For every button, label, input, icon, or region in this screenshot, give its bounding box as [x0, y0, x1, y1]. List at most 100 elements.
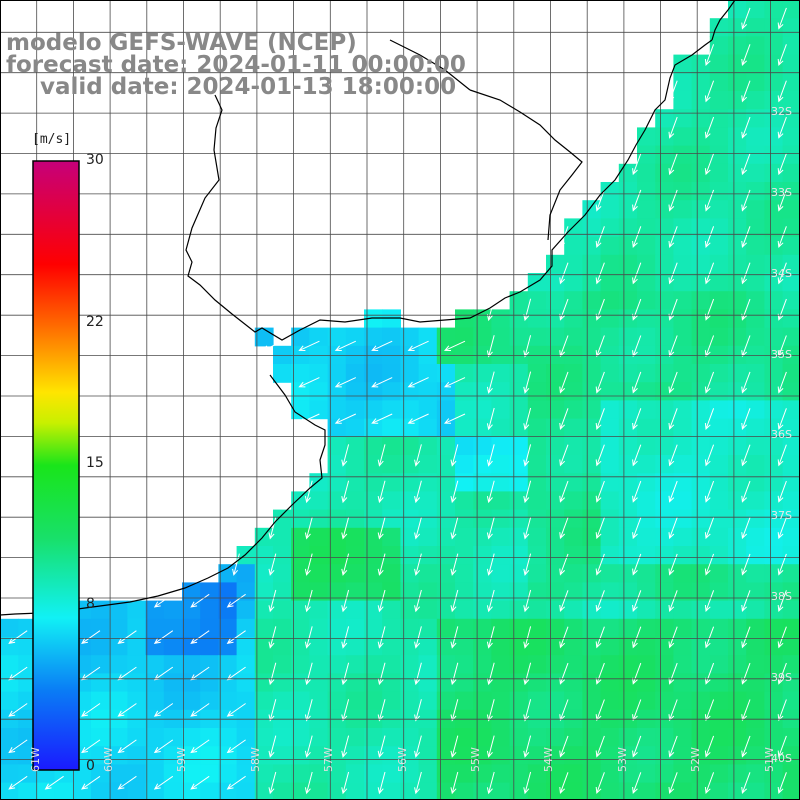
wind-speed-cell: [746, 582, 765, 602]
wind-arrow: [450, 444, 459, 467]
wind-speed-cell: [309, 473, 329, 492]
wind-speed-cell: [655, 509, 674, 529]
wind-speed-cell: [309, 509, 329, 529]
wind-speed-cell: [291, 637, 310, 656]
wind-speed-cell: [746, 273, 765, 292]
wind-arrow: [668, 153, 678, 176]
wind-speed-cell: [637, 273, 656, 292]
wind-speed-cell: [764, 509, 784, 529]
wind-speed-cell: [364, 582, 383, 602]
wind-arrow: [668, 590, 678, 612]
wind-arrow: [559, 480, 569, 503]
wind-speed-cell: [728, 0, 747, 19]
wind-speed-cell: [782, 127, 800, 147]
wind-speed-cell: [382, 691, 401, 711]
wind-speed-cell: [764, 145, 784, 165]
wind-arrow: [486, 771, 495, 795]
uruguay-coastline: [185, 39, 713, 341]
wind-arrow: [8, 630, 28, 644]
wind-speed-cell: [364, 746, 383, 765]
wind-speed-cell: [527, 546, 547, 565]
wind-speed-cell: [546, 691, 565, 711]
wind-speed-cell: [764, 254, 784, 274]
wind-speed-cell: [291, 746, 310, 765]
wind-speed-cell: [618, 291, 638, 310]
wind-speed-cell: [382, 509, 401, 529]
wind-arrow: [486, 371, 495, 394]
wind-speed-cell: [345, 382, 365, 401]
wind-speed-cell: [455, 455, 474, 474]
wind-arrow: [450, 662, 459, 686]
wind-speed-cell: [746, 527, 765, 547]
wind-speed-cell: [291, 582, 310, 602]
wind-arrow: [632, 371, 642, 394]
wind-arrow: [261, 340, 284, 351]
wind-speed-cell: [746, 418, 765, 438]
wind-arrow: [668, 408, 678, 430]
wind-speed-cell: [709, 36, 729, 56]
wind-speed-cell: [436, 473, 456, 492]
wind-speed-cell: [473, 491, 492, 511]
wind-speed-cell: [618, 473, 638, 492]
wind-speed-cell: [236, 782, 256, 800]
wind-speed-cell: [564, 218, 583, 238]
wind-speed-cell: [273, 691, 292, 711]
wind-speed-cell: [782, 72, 800, 92]
wind-speed-cell: [455, 782, 474, 800]
wind-speed-cell: [582, 509, 602, 529]
wind-speed-cell: [782, 364, 800, 383]
wind-speed-cell: [691, 618, 711, 638]
wind-speed-cell: [400, 546, 420, 565]
wind-speed-cell: [655, 728, 674, 747]
wind-arrow: [595, 371, 605, 394]
wind-arrow: [268, 735, 277, 758]
wind-speed-cell: [436, 764, 456, 784]
wind-arrow: [704, 262, 715, 285]
wind-speed-cell: [200, 782, 219, 800]
wind-arrow: [704, 444, 715, 467]
wind-speed-cell: [527, 600, 547, 620]
wind-speed-cell: [291, 564, 310, 583]
wind-speed-cell: [236, 600, 256, 620]
wind-speed-cell: [163, 600, 183, 620]
lon-label: 54W: [542, 747, 556, 772]
wind-speed-cell: [509, 327, 529, 347]
wind-speed-cell: [564, 546, 583, 565]
wind-speed-cell: [382, 673, 401, 693]
wind-arrow: [486, 553, 495, 576]
wind-arrow: [632, 517, 642, 540]
wind-speed-cell: [637, 691, 656, 711]
wind-arrow: [190, 703, 210, 717]
wind-speed-cell: [418, 455, 438, 474]
wind-speed-cell: [345, 600, 365, 620]
wind-speed-cell: [509, 364, 529, 383]
wind-arrow: [523, 735, 532, 758]
wind-speed-cell: [691, 291, 711, 310]
wind-speed-cell: [309, 345, 329, 365]
wind-speed-cell: [673, 764, 693, 784]
wind-speed-cell: [618, 691, 638, 711]
wind-speed-cell: [709, 254, 729, 274]
wind-speed-cell: [218, 746, 238, 765]
wind-speed-cell: [709, 218, 729, 238]
wind-speed-cell: [491, 764, 511, 784]
wind-speed-cell: [254, 582, 274, 602]
wind-arrow: [298, 413, 320, 424]
wind-speed-cell: [618, 546, 638, 565]
wind-speed-cell: [309, 746, 329, 765]
wind-speed-cell: [36, 782, 56, 800]
wind-speed-cell: [382, 364, 401, 383]
wind-speed-cell: [327, 582, 347, 602]
wind-speed-cell: [564, 691, 583, 711]
wind-speed-cell: [54, 782, 74, 800]
wind-speed-cell: [382, 527, 401, 547]
wind-speed-cell: [127, 691, 147, 711]
wind-arrow: [523, 298, 532, 322]
wind-speed-cell: [455, 637, 474, 656]
wind-speed-cell: [200, 673, 219, 693]
wind-speed-cell: [236, 582, 256, 602]
lat-label: 35S: [771, 347, 792, 361]
wind-speed-cell: [127, 764, 147, 784]
wind-arrow: [741, 662, 751, 685]
wind-speed-cell: [400, 491, 420, 511]
